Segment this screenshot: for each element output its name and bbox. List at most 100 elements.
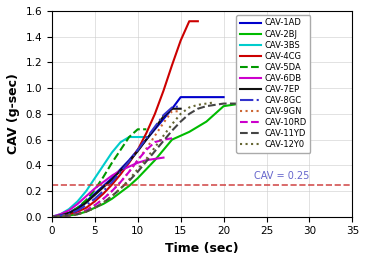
CAV-10RD — [135, 159, 140, 162]
CAV-4CG — [135, 148, 140, 151]
CAV-1AD — [170, 107, 174, 110]
CAV-6DB — [110, 174, 114, 177]
CAV-9GN — [110, 189, 114, 193]
CAV-8GC — [84, 204, 89, 207]
CAV-1AD — [213, 96, 217, 99]
CAV-6DB — [144, 159, 149, 162]
CAV-4CG — [67, 213, 71, 216]
CAV-11YD — [58, 215, 63, 218]
CAV-1AD — [75, 206, 80, 209]
CAV-2BJ — [153, 159, 157, 162]
Line: CAV-11YD: CAV-11YD — [52, 103, 241, 217]
CAV-9GN — [135, 159, 140, 162]
CAV-2BJ — [204, 120, 209, 123]
CAV-4CG — [179, 39, 183, 42]
CAV-4CG — [75, 210, 80, 213]
CAV-7EP — [50, 215, 54, 218]
CAV-6DB — [135, 161, 140, 164]
CAV-5DA — [67, 211, 71, 215]
CAV-7EP — [101, 185, 105, 189]
CAV-3BS — [135, 135, 140, 139]
CAV-5DA — [127, 135, 131, 139]
CAV-1AD — [67, 211, 71, 215]
CAV-9GN — [118, 181, 123, 184]
CAV-10RD — [144, 148, 149, 151]
CAV-2BJ — [196, 125, 200, 128]
CAV-4CG — [187, 20, 191, 23]
CAV-8GC — [58, 214, 63, 217]
CAV-4CG — [127, 161, 131, 164]
CAV-8GC — [50, 215, 54, 218]
CAV-11YD — [84, 210, 89, 213]
CAV-1AD — [179, 96, 183, 99]
CAV-10RD — [118, 181, 123, 184]
CAV-1AD — [187, 96, 191, 99]
CAV-7EP — [170, 107, 174, 110]
CAV-12Y0 — [101, 201, 105, 204]
CAV-9GN — [127, 170, 131, 173]
CAV-3BS — [144, 135, 149, 139]
CAV-9GN — [179, 110, 183, 113]
CAV-1AD — [153, 128, 157, 131]
CAV-2BJ — [127, 184, 131, 188]
CAV-10RD — [75, 212, 80, 215]
CAV-6DB — [67, 209, 71, 212]
CAV-11YD — [153, 150, 157, 153]
CAV-6DB — [93, 187, 97, 190]
CAV-12Y0 — [204, 102, 209, 105]
CAV-2BJ — [187, 130, 191, 133]
CAV-7EP — [161, 115, 166, 118]
CAV-11YD — [144, 160, 149, 163]
CAV-11YD — [161, 139, 166, 143]
CAV-2BJ — [273, 98, 277, 101]
CAV-2BJ — [247, 101, 251, 104]
CAV-2BJ — [256, 99, 260, 102]
CAV-1AD — [221, 96, 226, 99]
CAV-5DA — [50, 215, 54, 218]
CAV-11YD — [187, 112, 191, 116]
CAV-2BJ — [84, 210, 89, 213]
CAV-6DB — [75, 202, 80, 205]
CAV-4CG — [144, 132, 149, 135]
CAV-11YD — [75, 213, 80, 216]
CAV-10RD — [161, 138, 166, 141]
CAV-7EP — [75, 208, 80, 211]
CAV-2BJ — [221, 105, 226, 108]
CAV-3BS — [58, 213, 63, 216]
CAV-7EP — [93, 193, 97, 196]
CAV-2BJ — [161, 148, 166, 151]
CAV-6DB — [101, 181, 105, 184]
Text: CAV = 0.25: CAV = 0.25 — [254, 171, 309, 181]
CAV-1AD — [110, 177, 114, 180]
CAV-2BJ — [50, 215, 54, 218]
CAV-4CG — [196, 20, 200, 23]
CAV-2BJ — [67, 214, 71, 217]
CAV-2BJ — [281, 98, 286, 101]
CAV-5DA — [144, 128, 149, 131]
CAV-3BS — [84, 189, 89, 193]
CAV-2BJ — [135, 177, 140, 180]
CAV-2BJ — [230, 103, 234, 106]
Line: CAV-7EP: CAV-7EP — [52, 109, 181, 217]
CAV-11YD — [221, 102, 226, 105]
CAV-11YD — [239, 102, 243, 105]
CAV-8GC — [93, 197, 97, 200]
CAV-11YD — [50, 215, 54, 218]
CAV-7EP — [135, 150, 140, 153]
CAV-4CG — [58, 214, 63, 217]
CAV-2BJ — [299, 98, 303, 101]
CAV-5DA — [101, 175, 105, 178]
CAV-2BJ — [264, 98, 269, 101]
CAV-11YD — [179, 120, 183, 123]
CAV-2BJ — [101, 202, 105, 205]
CAV-9GN — [50, 215, 54, 218]
CAV-10RD — [58, 215, 63, 218]
Line: CAV-12Y0: CAV-12Y0 — [52, 102, 215, 217]
CAV-9GN — [84, 209, 89, 212]
CAV-8GC — [135, 148, 140, 151]
CAV-8GC — [127, 160, 131, 163]
CAV-4CG — [50, 215, 54, 218]
CAV-12Y0 — [50, 215, 54, 218]
CAV-2BJ — [58, 215, 63, 218]
CAV-8GC — [153, 125, 157, 128]
